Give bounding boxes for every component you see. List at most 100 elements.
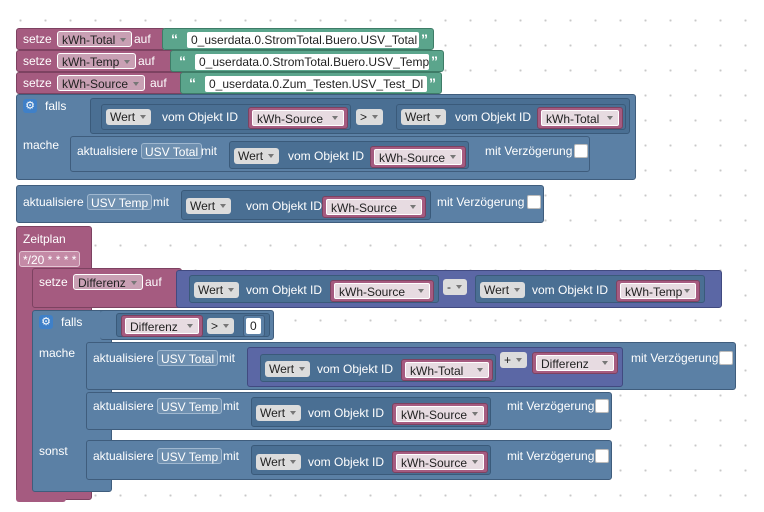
update-block-usv-temp-2[interactable]: aktualisiere USV Temp mit Wert vom Objek… bbox=[86, 392, 612, 430]
get-value-block-left[interactable]: Wert vom Objekt ID kWh-Source bbox=[101, 104, 351, 130]
target-field[interactable]: USV Temp bbox=[87, 194, 153, 210]
var-dropdown[interactable]: Differenz bbox=[125, 318, 199, 334]
attr-dropdown[interactable]: Wert bbox=[234, 148, 280, 164]
var-pill[interactable]: kWh-Temp bbox=[616, 280, 700, 302]
mit-keyword: mit bbox=[223, 399, 239, 413]
delay-checkbox[interactable] bbox=[595, 399, 609, 413]
delay-label: mit Verzögerung bbox=[631, 351, 719, 365]
get-value-block[interactable]: Wert vom Objekt ID kWh-Source bbox=[181, 190, 431, 220]
target-field[interactable]: USV Total bbox=[157, 350, 219, 366]
quote-close: ” bbox=[421, 31, 428, 47]
number-block[interactable]: 0 bbox=[243, 315, 265, 337]
update-keyword: aktualisiere bbox=[93, 351, 154, 365]
compare-block[interactable]: Wert vom Objekt ID kWh-Source > Wert vom… bbox=[90, 98, 630, 134]
update-block-usv-temp-3[interactable]: aktualisiere USV Temp mit Wert vom Objek… bbox=[86, 440, 612, 480]
update-block-usv-temp[interactable]: aktualisiere USV Temp mit Wert vom Objek… bbox=[16, 185, 544, 223]
get-value-block-right[interactable]: Wert vom Objekt ID kWh-Temp bbox=[475, 275, 705, 303]
target-field[interactable]: USV Temp bbox=[157, 448, 223, 464]
delay-checkbox[interactable] bbox=[527, 195, 541, 209]
var-pill[interactable]: kWh-Source bbox=[392, 451, 488, 473]
attr-dropdown[interactable]: Wert bbox=[194, 282, 240, 298]
var-dropdown[interactable]: kWh-Source bbox=[374, 149, 462, 165]
target-field[interactable]: USV Temp bbox=[157, 398, 223, 414]
string-block-source[interactable]: “ 0_userdata.0.Zum_Testen.USV_Test_Dl ” bbox=[180, 72, 442, 94]
delay-checkbox[interactable] bbox=[595, 449, 609, 463]
get-value-block-left[interactable]: Wert vom Objekt ID kWh-Source bbox=[189, 275, 439, 303]
mit-keyword: mit bbox=[153, 195, 169, 209]
cron-field[interactable]: */20 * * * * bbox=[19, 251, 81, 267]
var-dropdown[interactable]: kWh-Source bbox=[334, 283, 430, 299]
obj-id-label: vom Objekt ID bbox=[246, 199, 323, 213]
update-keyword: aktualisiere bbox=[93, 449, 154, 463]
var-dropdown[interactable]: kWh-Source bbox=[396, 406, 484, 422]
delay-checkbox[interactable] bbox=[719, 351, 733, 365]
attr-dropdown[interactable]: Wert bbox=[256, 454, 302, 470]
set-block-kwh-source[interactable]: setze kWh-Source auf bbox=[16, 72, 188, 94]
update-block-usv-total[interactable]: aktualisiere USV Total mit Wert vom Obje… bbox=[70, 136, 590, 172]
string-block-temp[interactable]: “ 0_userdata.0.StromTotal.Buero.USV_Temp… bbox=[170, 50, 444, 72]
attr-dropdown[interactable]: Wert bbox=[480, 282, 526, 298]
attr-dropdown[interactable]: Wert bbox=[106, 109, 152, 125]
math-plus-block[interactable]: Wert vom Objekt ID kWh-Total + Differenz bbox=[247, 347, 623, 387]
get-value-block[interactable]: Wert vom Objekt ID kWh-Total bbox=[260, 354, 496, 382]
delay-checkbox[interactable] bbox=[574, 144, 588, 158]
number-field[interactable]: 0 bbox=[246, 318, 261, 334]
var-dropdown[interactable]: kWh-Total bbox=[405, 362, 489, 378]
variable-dropdown[interactable]: kWh-Temp bbox=[57, 53, 137, 69]
target-field[interactable]: USV Total bbox=[141, 143, 203, 159]
math-minus-block[interactable]: Wert vom Objekt ID kWh-Source - Wert vom… bbox=[176, 270, 722, 308]
operator-dropdown[interactable]: > bbox=[356, 109, 384, 125]
attr-dropdown[interactable]: Wert bbox=[256, 405, 302, 421]
set-block-kwh-temp[interactable]: setze kWh-Temp auf bbox=[16, 50, 176, 72]
compare-block-2[interactable]: Differenz > 0 bbox=[116, 313, 270, 337]
var-dropdown[interactable]: kWh-Source bbox=[326, 199, 422, 215]
var-dropdown[interactable]: Differenz bbox=[536, 355, 614, 371]
set-block-differenz[interactable]: setze Differenz auf bbox=[32, 268, 182, 308]
gear-icon[interactable]: ⚙ bbox=[23, 99, 37, 113]
schedule-title: Zeitplan bbox=[23, 232, 66, 246]
operator-dropdown[interactable]: > bbox=[207, 318, 235, 334]
operator-dropdown[interactable]: + bbox=[500, 352, 528, 368]
set-block-kwh-total[interactable]: setze kWh-Total auf bbox=[16, 28, 166, 50]
var-dropdown[interactable]: kWh-Source bbox=[252, 110, 344, 126]
var-dropdown[interactable]: kWh-Temp bbox=[620, 283, 696, 299]
var-dropdown[interactable]: kWh-Total bbox=[541, 110, 619, 126]
var-dropdown[interactable]: kWh-Source bbox=[396, 454, 484, 470]
update-block-usv-total-2[interactable]: aktualisiere USV Total mit Wert vom Obje… bbox=[86, 342, 736, 390]
update-keyword: aktualisiere bbox=[77, 144, 138, 158]
var-pill[interactable]: kWh-Source bbox=[322, 196, 426, 218]
variable-dropdown[interactable]: Differenz bbox=[73, 274, 143, 290]
operator-dropdown[interactable]: - bbox=[443, 279, 467, 295]
get-value-block[interactable]: Wert vom Objekt ID kWh-Source bbox=[251, 397, 491, 427]
var-pill[interactable]: kWh-Source bbox=[392, 403, 488, 425]
get-value-block[interactable]: Wert vom Objekt ID kWh-Source bbox=[229, 141, 469, 169]
string-value-field[interactable]: 0_userdata.0.StromTotal.Buero.USV_Total bbox=[187, 32, 419, 48]
get-value-block-right[interactable]: Wert vom Objekt ID kWh-Total bbox=[396, 104, 626, 130]
variable-dropdown[interactable]: kWh-Source bbox=[57, 75, 146, 91]
setze-keyword: setze bbox=[23, 54, 52, 68]
string-block-total[interactable]: “ 0_userdata.0.StromTotal.Buero.USV_Tota… bbox=[162, 28, 434, 50]
string-value-field[interactable]: 0_userdata.0.StromTotal.Buero.USV_Temp bbox=[195, 54, 429, 70]
var-pill-2[interactable]: Differenz bbox=[532, 352, 618, 374]
falls-keyword: falls bbox=[61, 315, 83, 329]
delay-label: mit Verzögerung bbox=[507, 449, 595, 463]
attr-dropdown[interactable]: Wert bbox=[265, 361, 311, 377]
attr-dropdown[interactable]: Wert bbox=[186, 198, 232, 214]
get-value-block[interactable]: Wert vom Objekt ID kWh-Source bbox=[251, 445, 491, 475]
sonst-keyword: sonst bbox=[39, 444, 68, 458]
attr-dropdown[interactable]: Wert bbox=[401, 109, 447, 125]
var-pill-left[interactable]: kWh-Source bbox=[248, 107, 348, 129]
mit-keyword: mit bbox=[201, 144, 217, 158]
obj-id-label: vom Objekt ID bbox=[162, 110, 239, 124]
obj-id-label: vom Objekt ID bbox=[317, 362, 394, 376]
string-value-field[interactable]: 0_userdata.0.Zum_Testen.USV_Test_Dl bbox=[205, 76, 427, 92]
setze-keyword: setze bbox=[23, 76, 52, 90]
var-pill[interactable]: Differenz bbox=[121, 315, 203, 337]
var-pill-right[interactable]: kWh-Total bbox=[537, 107, 623, 129]
var-pill[interactable]: kWh-Total bbox=[401, 359, 493, 381]
gear-icon[interactable]: ⚙ bbox=[39, 315, 53, 329]
var-pill[interactable]: kWh-Source bbox=[370, 146, 466, 168]
variable-dropdown[interactable]: kWh-Total bbox=[57, 31, 133, 47]
quote-close: ” bbox=[429, 75, 436, 91]
var-pill[interactable]: kWh-Source bbox=[330, 280, 434, 302]
